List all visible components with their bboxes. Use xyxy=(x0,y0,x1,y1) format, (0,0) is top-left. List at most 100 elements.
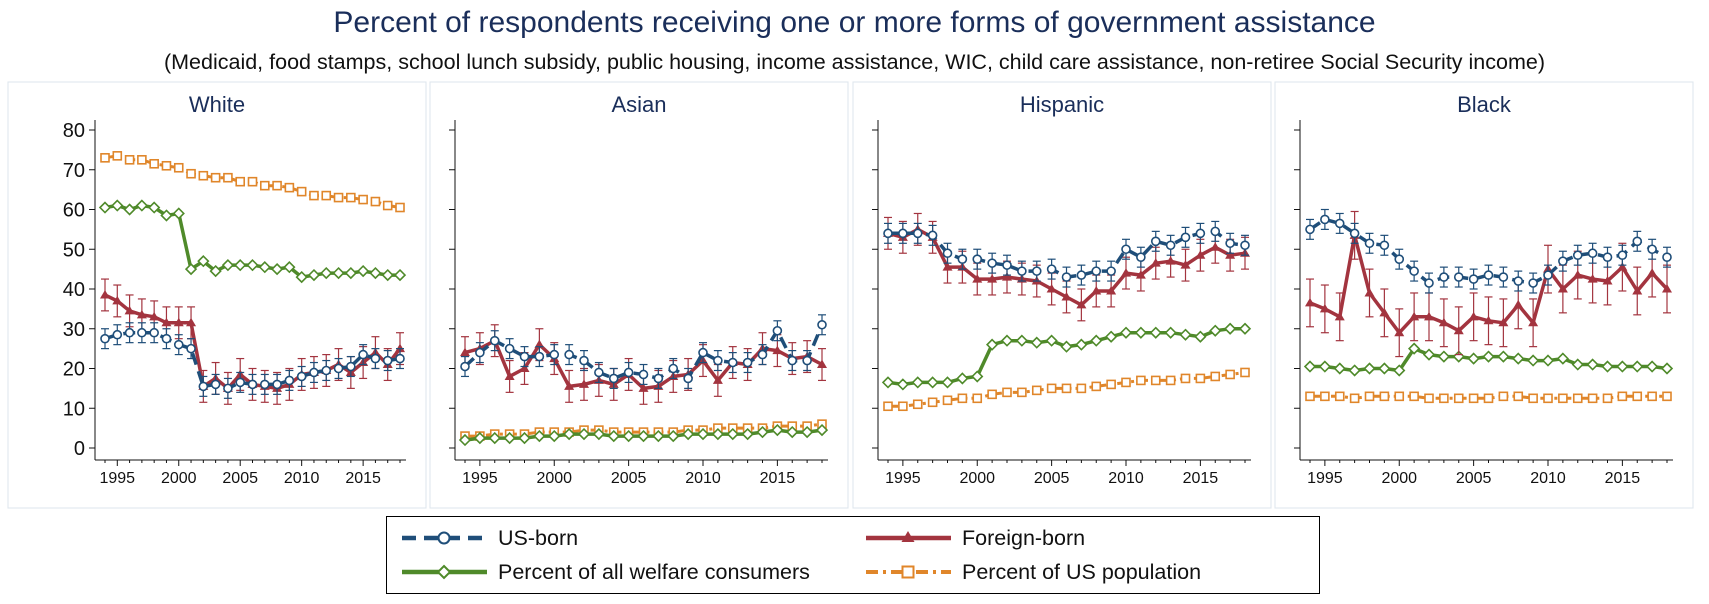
point-black-wc-2010 xyxy=(1541,354,1555,367)
point-white-wc-2002 xyxy=(197,255,210,268)
point-black-us-2009 xyxy=(1528,278,1538,288)
point-hispanic-pop-2011 xyxy=(1136,375,1146,386)
point-black-pop-2016 xyxy=(1632,391,1643,402)
y-tick-label-70: 70 xyxy=(63,160,85,182)
x-tick-label-hispanic-2015: 2015 xyxy=(1183,470,1219,487)
point-black-wc-1997 xyxy=(1348,364,1361,377)
point-white-pop-2018 xyxy=(395,202,405,213)
point-asian-wc-2007 xyxy=(652,429,665,443)
point-asian-wc-2018 xyxy=(815,423,829,437)
point-white-pop-2003 xyxy=(210,172,221,183)
point-asian-wc-2016 xyxy=(786,425,799,439)
point-hispanic-pop-2007 xyxy=(1076,383,1087,394)
panel-black xyxy=(1274,81,1694,509)
point-hispanic-pop-2009 xyxy=(1106,379,1116,390)
point-black-wc-2002 xyxy=(1422,348,1436,361)
point-black-pop-2003 xyxy=(1439,393,1449,404)
point-hispanic-pop-2013 xyxy=(1165,375,1176,386)
point-asian-us-2017 xyxy=(802,355,812,366)
point-hispanic-pop-2002 xyxy=(1002,387,1012,398)
point-hispanic-fb-2017 xyxy=(1225,250,1236,259)
point-black-wc-2005 xyxy=(1467,352,1480,365)
point-asian-fb-2006 xyxy=(638,383,649,392)
point-white-us-2016 xyxy=(370,353,381,364)
x-tick-label-black-2005: 2005 xyxy=(1456,470,1492,487)
point-white-us-2003 xyxy=(210,379,221,390)
point-black-us-2018 xyxy=(1662,252,1672,263)
y-tick-label-50: 50 xyxy=(63,239,85,261)
point-asian-us-2004 xyxy=(608,373,619,384)
point-hispanic-pop-1995 xyxy=(898,401,908,412)
point-hispanic-pop-2015 xyxy=(1195,373,1206,384)
point-black-wc-2014 xyxy=(1601,360,1614,373)
point-asian-wc-2002 xyxy=(577,427,591,441)
x-tick-label-black-2000: 2000 xyxy=(1381,470,1417,487)
point-hispanic-us-2010 xyxy=(1121,244,1131,255)
point-hispanic-pop-1997 xyxy=(927,397,938,408)
x-tick-label-asian-2000: 2000 xyxy=(536,470,572,487)
legend-item-us-population: Percent of US population xyxy=(861,557,1201,587)
point-white-wc-2012 xyxy=(320,266,333,280)
point-hispanic-fb-2011 xyxy=(1135,270,1146,279)
x-tick-label-white-2000: 2000 xyxy=(161,470,197,487)
y-tick-label-30: 30 xyxy=(63,319,85,341)
point-white-pop-2001 xyxy=(186,168,196,179)
legend-swatch-foreign-born xyxy=(866,531,951,542)
point-hispanic-fb-2009 xyxy=(1106,285,1117,295)
point-white-fb-2000 xyxy=(173,317,184,327)
point-asian-wc-1997 xyxy=(503,431,516,445)
point-hispanic-pop-2012 xyxy=(1150,375,1161,386)
point-black-fb-2014 xyxy=(1602,276,1613,285)
point-black-us-2006 xyxy=(1483,270,1494,280)
point-hispanic-pop-2003 xyxy=(1017,387,1027,398)
chart-legend: US-born Foreign-born Percent of all welf… xyxy=(386,516,1320,594)
point-hispanic-us-2006 xyxy=(1061,272,1072,282)
point-white-us-1999 xyxy=(161,333,172,344)
point-asian-us-2002 xyxy=(579,355,589,366)
point-asian-us-2016 xyxy=(787,355,798,366)
point-black-fb-2002 xyxy=(1424,311,1434,321)
legend-label-foreign-born: Foreign-born xyxy=(962,525,1086,550)
point-black-pop-1998 xyxy=(1364,391,1375,402)
point-hispanic-fb-1998 xyxy=(942,262,953,271)
point-asian-wc-2017 xyxy=(800,425,814,439)
point-white-pop-2014 xyxy=(346,192,356,203)
y-tick-label-60: 60 xyxy=(63,200,85,222)
point-black-wc-2016 xyxy=(1631,360,1644,373)
point-asian-us-2005 xyxy=(623,367,634,378)
point-hispanic-pop-1999 xyxy=(957,393,968,404)
point-hispanic-us-2000 xyxy=(972,254,983,264)
legend-item-welfare-consumers: Percent of all welfare consumers xyxy=(397,557,810,587)
point-white-us-2010 xyxy=(296,371,307,382)
x-tick-label-black-2015: 2015 xyxy=(1605,470,1641,487)
point-white-pop-2009 xyxy=(284,182,295,193)
point-hispanic-pop-2008 xyxy=(1091,381,1102,392)
x-tick-label-white-2005: 2005 xyxy=(222,470,258,487)
point-asian-us-1999 xyxy=(534,351,545,362)
point-black-pop-2009 xyxy=(1528,393,1538,404)
point-black-wc-2009 xyxy=(1526,354,1540,367)
legend-item-foreign-born: Foreign-born xyxy=(861,523,1085,553)
point-asian-us-2000 xyxy=(549,349,560,360)
point-black-fb-1996 xyxy=(1334,311,1345,321)
point-asian-us-1994 xyxy=(460,361,470,372)
point-asian-fb-2015 xyxy=(772,345,783,355)
point-black-us-1994 xyxy=(1305,224,1315,235)
point-black-us-2012 xyxy=(1572,250,1583,261)
point-white-pop-2017 xyxy=(382,200,393,211)
point-white-wc-2014 xyxy=(344,266,357,280)
point-hispanic-pop-2004 xyxy=(1031,385,1042,396)
point-hispanic-us-2009 xyxy=(1106,266,1116,276)
point-hispanic-pop-1994 xyxy=(883,401,893,412)
point-white-wc-2017 xyxy=(381,268,394,282)
point-black-wc-2018 xyxy=(1660,362,1674,375)
point-black-fb-2008 xyxy=(1513,299,1524,309)
point-hispanic-wc-2012 xyxy=(1149,326,1162,339)
point-black-us-2007 xyxy=(1498,272,1509,282)
point-black-fb-2009 xyxy=(1528,317,1539,327)
point-black-pop-2010 xyxy=(1543,393,1553,404)
point-asian-wc-2005 xyxy=(622,429,635,443)
point-hispanic-us-1994 xyxy=(883,228,893,239)
point-hispanic-fb-2008 xyxy=(1091,285,1102,295)
point-black-wc-2008 xyxy=(1512,352,1525,365)
